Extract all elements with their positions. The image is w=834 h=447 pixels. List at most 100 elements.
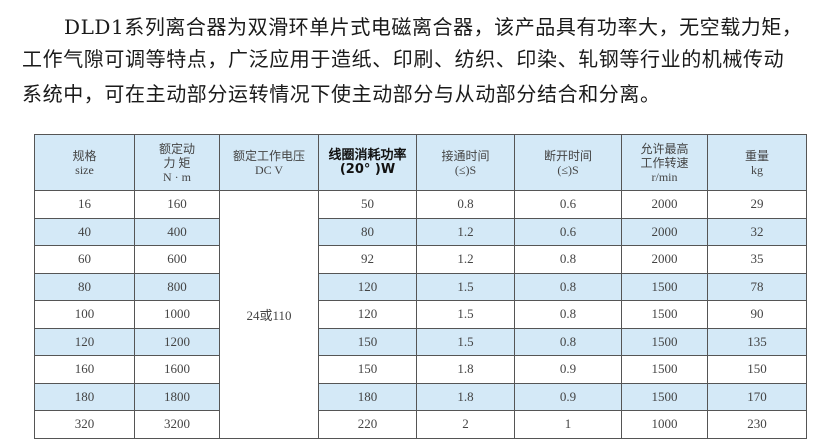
cell-max-speed: 2000 [621, 245, 708, 274]
table-row: 120 1200 150 1.5 0.8 1500 135 [34, 327, 807, 356]
cell-torque: 600 [134, 245, 220, 274]
column-header-max-speed: 允许最高 工作转速 r/min [621, 134, 708, 191]
cell-engage-time: 1.2 [416, 217, 515, 246]
table-row: 320 3200 220 2 1 1000 230 [34, 410, 807, 439]
cell-torque: 1600 [134, 355, 220, 384]
cell-torque: 3200 [134, 410, 220, 439]
column-header-voltage: 额定工作电压 DC V [219, 134, 319, 191]
cell-coil-power: 180 [318, 382, 417, 411]
cell-engage-time: 1.5 [416, 272, 515, 301]
column-header-line: 工作转速 [640, 155, 689, 170]
cell-release-time: 1 [514, 410, 622, 439]
cell-coil-power: 80 [318, 217, 417, 246]
column-header-line: DC V [254, 162, 284, 177]
cell-max-speed: 1000 [621, 410, 708, 439]
table-row: 100 1000 120 1.5 0.8 1500 90 [34, 300, 807, 329]
table-row: 60 600 92 1.2 0.8 2000 35 [34, 245, 807, 274]
column-header-line: 线圈消耗功率 [328, 147, 407, 163]
column-header-line: 规格 [72, 148, 97, 163]
cell-max-speed: 1500 [621, 382, 708, 411]
cell-max-speed: 1500 [621, 327, 708, 356]
column-header-line: 重量 [744, 148, 769, 163]
cell-weight: 35 [707, 245, 807, 274]
column-header-line: 断开时间 [543, 148, 592, 163]
cell-torque: 800 [134, 272, 220, 301]
cell-max-speed: 2000 [621, 190, 708, 219]
cell-max-speed: 1500 [621, 355, 708, 384]
cell-voltage: 24或110 [219, 190, 319, 439]
cell-release-time: 0.9 [514, 382, 622, 411]
cell-size: 16 [34, 190, 135, 219]
cell-size: 120 [34, 327, 135, 356]
column-header-line: 允许最高 [640, 141, 689, 156]
cell-size: 180 [34, 382, 135, 411]
cell-weight: 135 [707, 327, 807, 356]
column-header-engage-time: 接通时间 (≤)S [416, 134, 515, 191]
cell-size: 160 [34, 355, 135, 384]
column-header-release-time: 断开时间 (≤)S [514, 134, 622, 191]
cell-max-speed: 1500 [621, 272, 708, 301]
column-header-line: 额定工作电压 [232, 148, 305, 163]
column-header-line: kg [751, 162, 763, 177]
column-header-line: N · m [163, 169, 191, 184]
cell-weight: 150 [707, 355, 807, 384]
intro-line-2: 工作气隙可调等特点，广泛应用于造纸、印刷、纺织、印染、轧钢等行业的机械传动 [22, 47, 785, 71]
cell-engage-time: 1.5 [416, 327, 515, 356]
cell-engage-time: 0.8 [416, 190, 515, 219]
cell-size: 100 [34, 300, 135, 329]
cell-engage-time: 1.2 [416, 245, 515, 274]
cell-torque: 400 [134, 217, 220, 246]
table-row: 16 160 24或110 50 0.8 0.6 2000 29 [34, 190, 807, 439]
column-header-coil-power: 线圈消耗功率 (20° )W [318, 134, 417, 191]
cell-max-speed: 2000 [621, 217, 708, 246]
cell-coil-power: 150 [318, 327, 417, 356]
intro-line-1: DLD1系列离合器为双滑环单片式电磁离合器，该产品具有功率大，无空载力矩， [64, 15, 803, 39]
cell-release-time: 0.8 [514, 245, 622, 274]
column-header-weight: 重量 kg [707, 134, 807, 191]
cell-weight: 29 [707, 190, 807, 219]
cell-weight: 170 [707, 382, 807, 411]
cell-engage-time: 2 [416, 410, 515, 439]
cell-size: 320 [34, 410, 135, 439]
column-header-line: (≤)S [454, 162, 477, 177]
cell-release-time: 0.9 [514, 355, 622, 384]
cell-size: 80 [34, 272, 135, 301]
cell-engage-time: 1.8 [416, 382, 515, 411]
cell-release-time: 0.8 [514, 327, 622, 356]
cell-release-time: 0.8 [514, 300, 622, 329]
table-row: 80 800 120 1.5 0.8 1500 78 [34, 272, 807, 301]
cell-torque: 1800 [134, 382, 220, 411]
cell-coil-power: 150 [318, 355, 417, 384]
column-header-line: r/min [651, 169, 678, 184]
column-header-line: (20° )W [339, 161, 396, 177]
cell-coil-power: 120 [318, 300, 417, 329]
intro-line-3: 系统中，可在主动部分运转情况下使主动部分与从动部分结合和分离。 [22, 82, 661, 106]
cell-weight: 230 [707, 410, 807, 439]
cell-release-time: 0.6 [514, 190, 622, 219]
column-header-line: (≤)S [557, 162, 579, 177]
cell-torque: 1000 [134, 300, 220, 329]
column-header-size: 规格 size [34, 134, 135, 191]
cell-weight: 32 [707, 217, 807, 246]
cell-weight: 78 [707, 272, 807, 301]
column-header-line: size [75, 162, 94, 177]
table-row: 180 1800 180 1.8 0.9 1500 170 [34, 382, 807, 411]
cell-release-time: 0.6 [514, 217, 622, 246]
column-header-line: 额定动 [158, 141, 195, 156]
table-row: 160 1600 150 1.8 0.9 1500 150 [34, 355, 807, 384]
cell-torque: 1200 [134, 327, 220, 356]
cell-torque: 160 [134, 190, 220, 219]
cell-release-time: 0.8 [514, 272, 622, 301]
cell-weight: 90 [707, 300, 807, 329]
column-header-line: 接通时间 [441, 148, 490, 163]
cell-size: 40 [34, 217, 135, 246]
cell-max-speed: 1500 [621, 300, 708, 329]
table-row: 40 400 80 1.2 0.6 2000 32 [34, 217, 807, 246]
cell-engage-time: 1.5 [416, 300, 515, 329]
column-header-line: 力 矩 [163, 155, 191, 170]
cell-size: 60 [34, 245, 135, 274]
cell-engage-time: 1.8 [416, 355, 515, 384]
